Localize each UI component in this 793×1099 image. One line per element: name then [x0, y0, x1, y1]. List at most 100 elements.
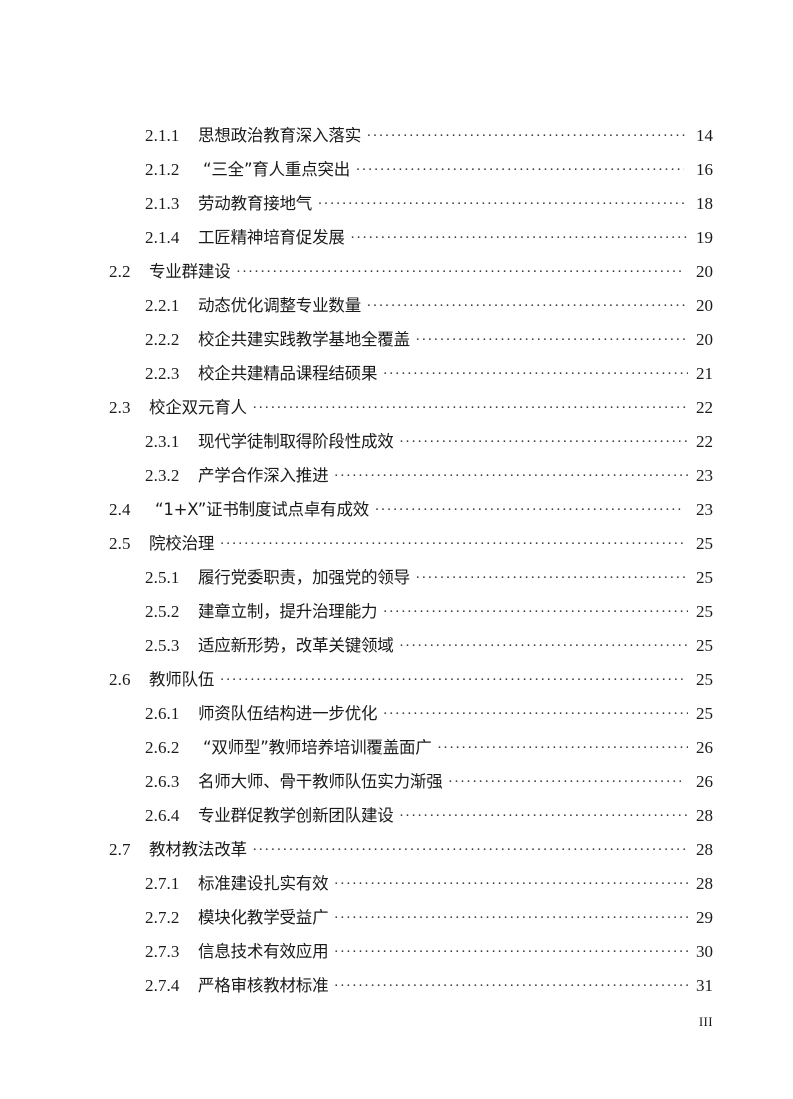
- toc-entry-title: 校企共建实践教学基地全覆盖: [198, 330, 410, 349]
- toc-entry[interactable]: 2.7.2 模块化教学受益广 29: [0, 904, 793, 938]
- toc-entry-title: 信息技术有效应用: [198, 942, 329, 961]
- toc-entry[interactable]: 2.2.2 校企共建实践教学基地全覆盖 20: [0, 326, 793, 360]
- toc-entry[interactable]: 2.1.4 工匠精神培育促发展 19: [0, 224, 793, 258]
- toc-entry-number: 2.5.2: [145, 602, 180, 621]
- page-folio: III: [698, 1014, 713, 1029]
- toc-entry-title: “双师型”教师培养培训覆盖面广: [203, 738, 432, 757]
- toc-entry-number: 2.3.2: [145, 466, 180, 485]
- toc-entry[interactable]: 2.2.1 动态优化调整专业数量 20: [0, 292, 793, 326]
- toc-dot-leader: [334, 907, 688, 923]
- toc-entry-title: 严格审核教材标准: [198, 976, 329, 995]
- toc-entry-page-number: 22: [696, 432, 713, 451]
- toc-entry-number: 2.1.2: [145, 160, 180, 179]
- toc-entry-number: 2.6.4: [145, 806, 180, 825]
- toc-entry-title: 教师队伍: [149, 670, 215, 689]
- toc-entry[interactable]: 2.7.3 信息技术有效应用 30: [0, 938, 793, 972]
- toc-entry-title: 工匠精神培育促发展: [198, 228, 345, 247]
- toc-entry[interactable]: 2.6.4 专业群促教学创新团队建设 28: [0, 802, 793, 836]
- toc-entry-page-number: 25: [696, 704, 713, 723]
- toc-entry-title: 劳动教育接地气: [198, 194, 313, 213]
- toc-entry-number: 2.1.1: [145, 126, 180, 145]
- toc-entry-title: 建章立制，提升治理能力: [198, 602, 378, 621]
- toc-entry[interactable]: 2.6.2 “双师型”教师培养培训覆盖面广 26: [0, 734, 793, 768]
- toc-entry-number: 2.7.4: [145, 976, 180, 995]
- toc-dot-leader: [375, 499, 684, 515]
- toc-entry-page-number: 31: [696, 976, 713, 995]
- toc-entry-page-number: 28: [696, 806, 713, 825]
- toc-entry-page-number: 19: [696, 228, 713, 247]
- toc-dot-leader: [253, 839, 688, 855]
- toc-dot-leader: [237, 261, 684, 277]
- toc-entry-title: 标准建设扎实有效: [198, 874, 329, 893]
- toc-entry[interactable]: 2.4 “1+X”证书制度试点卓有成效 23: [0, 496, 793, 530]
- toc-dot-leader: [400, 431, 688, 447]
- toc-entry[interactable]: 2.7.4 严格审核教材标准 31: [0, 972, 793, 1006]
- toc-dot-leader: [400, 805, 688, 821]
- toc-entry-title: 名师大师、骨干教师队伍实力渐强: [198, 772, 443, 791]
- toc-entry-number: 2.7: [109, 840, 131, 859]
- toc-entry-number: 2.3: [109, 398, 131, 417]
- toc-entry[interactable]: 2.6.1 师资队伍结构进一步优化 25: [0, 700, 793, 734]
- toc-dot-leader: [318, 193, 688, 209]
- toc-entry-number: 2.6: [109, 670, 131, 689]
- toc-entry-number: 2.5: [109, 534, 131, 553]
- toc-entry-page-number: 20: [696, 296, 713, 315]
- toc-entry-page-number: 25: [696, 602, 713, 621]
- toc-entry-page-number: 29: [696, 908, 713, 927]
- toc-entry[interactable]: 2.1.3 劳动教育接地气 18: [0, 190, 793, 224]
- toc-entry-page-number: 30: [696, 942, 713, 961]
- toc-entry[interactable]: 2.5 院校治理 25: [0, 530, 793, 564]
- toc-dot-leader: [334, 941, 688, 957]
- toc-entry[interactable]: 2.5.3 适应新形势，改革关键领域 25: [0, 632, 793, 666]
- toc-entry[interactable]: 2.7.1 标准建设扎实有效 28: [0, 870, 793, 904]
- toc-entry-number: 2.7.1: [145, 874, 180, 893]
- toc-entry-title: 院校治理: [149, 534, 215, 553]
- toc-entry-number: 2.2: [109, 262, 131, 281]
- toc-dot-leader: [383, 363, 688, 379]
- toc-dot-leader: [220, 669, 684, 685]
- toc-entry[interactable]: 2.7 教材教法改革 28: [0, 836, 793, 870]
- toc-entry-title: 师资队伍结构进一步优化: [198, 704, 378, 723]
- toc-entry-title: 模块化教学受益广: [198, 908, 329, 927]
- toc-entry[interactable]: 2.1.2 “三全”育人重点突出 16: [0, 156, 793, 190]
- toc-entry-title: “1+X”证书制度试点卓有成效: [155, 500, 370, 519]
- toc-entry-number: 2.5.1: [145, 568, 180, 587]
- toc-entry[interactable]: 2.3.2 产学合作深入推进 23: [0, 462, 793, 496]
- toc-entry-title: 现代学徒制取得阶段性成效: [198, 432, 394, 451]
- toc-entry-page-number: 25: [696, 534, 713, 553]
- toc-entry-number: 2.7.2: [145, 908, 180, 927]
- toc-entry[interactable]: 2.6.3 名师大师、骨干教师队伍实力渐强 26: [0, 768, 793, 802]
- toc-entry-page-number: 20: [696, 330, 713, 349]
- toc-entry[interactable]: 2.5.2 建章立制，提升治理能力 25: [0, 598, 793, 632]
- toc-entry[interactable]: 2.5.1 履行党委职责，加强党的领导 25: [0, 564, 793, 598]
- toc-entry-number: 2.6.3: [145, 772, 180, 791]
- toc-dot-leader: [449, 771, 684, 787]
- toc-entry-page-number: 26: [696, 738, 713, 757]
- toc-dot-leader: [367, 125, 688, 141]
- toc-entry-number: 2.7.3: [145, 942, 180, 961]
- toc-entry-page-number: 16: [696, 160, 713, 179]
- toc-entry[interactable]: 2.2 专业群建设 20: [0, 258, 793, 292]
- toc-entry-title: “三全”育人重点突出: [203, 160, 351, 179]
- toc-entry-number: 2.5.3: [145, 636, 180, 655]
- toc-dot-leader: [351, 227, 688, 243]
- toc-entry-page-number: 21: [696, 364, 713, 383]
- toc-entry[interactable]: 2.6 教师队伍 25: [0, 666, 793, 700]
- toc-entry[interactable]: 2.2.3 校企共建精品课程结硕果 21: [0, 360, 793, 394]
- toc-entry-title: 专业群建设: [149, 262, 231, 281]
- toc-entry-page-number: 22: [696, 398, 713, 417]
- toc-entry-page-number: 25: [696, 568, 713, 587]
- toc-entry-number: 2.2.3: [145, 364, 180, 383]
- toc-entry[interactable]: 2.1.1 思想政治教育深入落实 14: [0, 122, 793, 156]
- toc-entry[interactable]: 2.3 校企双元育人 22: [0, 394, 793, 428]
- toc-entry-title: 校企双元育人: [149, 398, 247, 417]
- toc-entry-title: 思想政治教育深入落实: [198, 126, 362, 145]
- toc-dot-leader: [367, 295, 688, 311]
- toc-entry[interactable]: 2.3.1 现代学徒制取得阶段性成效 22: [0, 428, 793, 462]
- toc-entry-number: 2.1.4: [145, 228, 180, 247]
- toc-dot-leader: [416, 329, 688, 345]
- toc-dot-leader: [334, 873, 688, 889]
- toc-dot-leader: [383, 703, 688, 719]
- toc-entry-number: 2.4: [109, 500, 131, 519]
